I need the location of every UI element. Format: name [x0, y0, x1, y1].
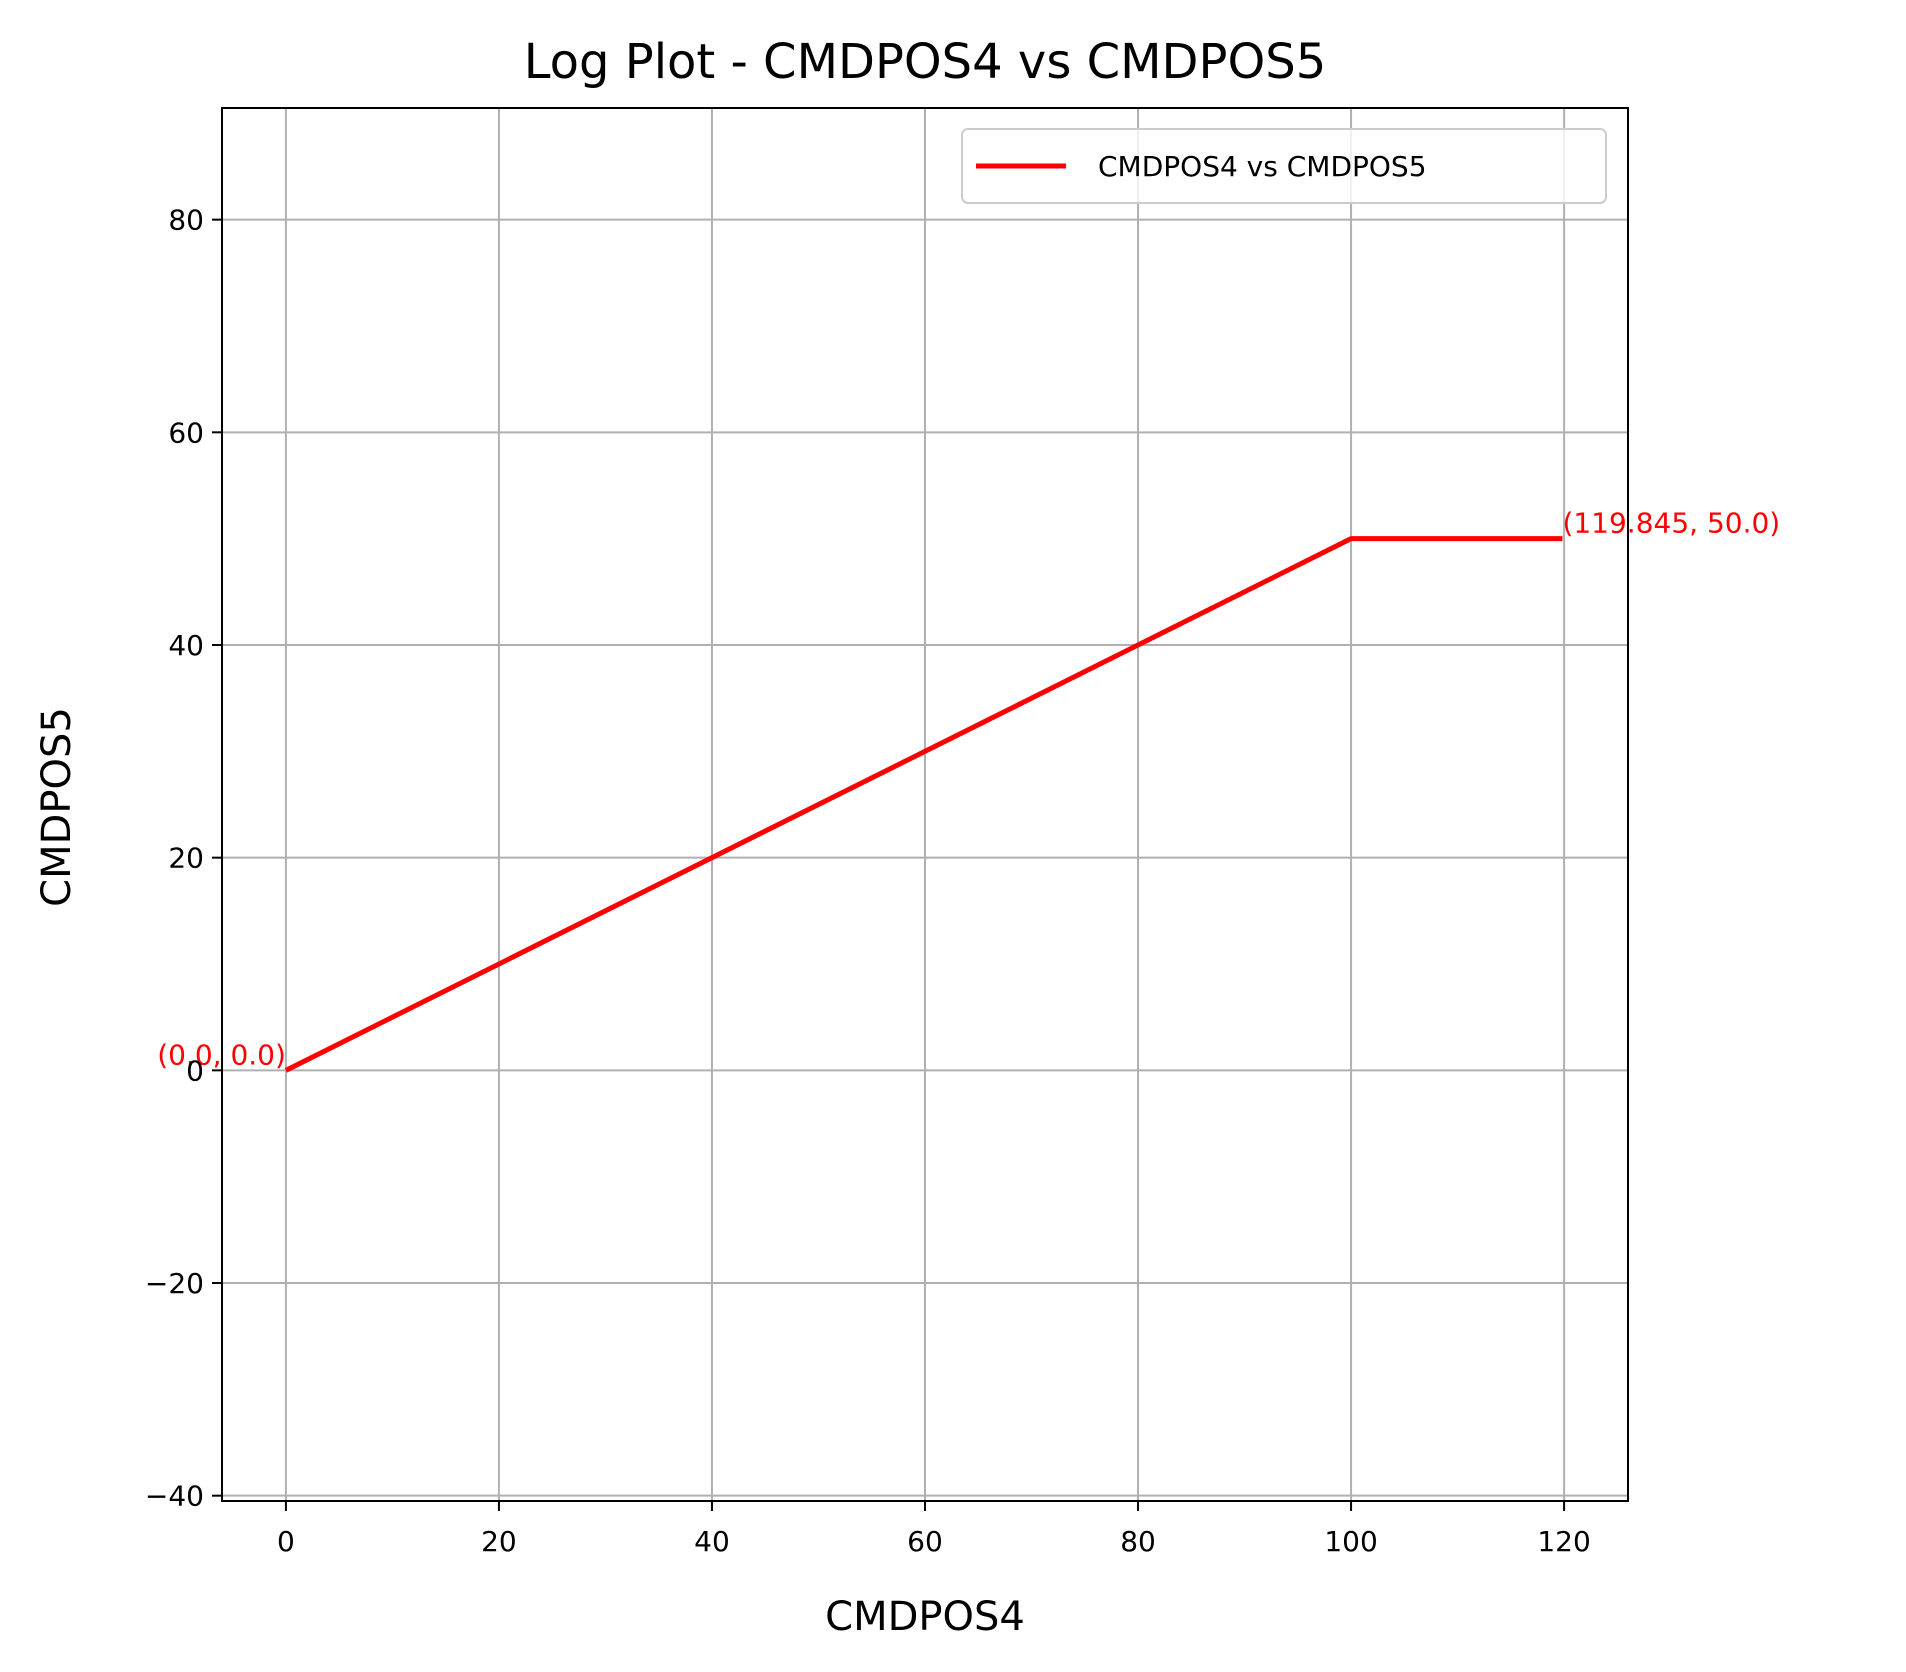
x-axis-title: CMDPOS4 — [825, 1594, 1025, 1640]
y-tick-label: 20 — [168, 842, 204, 875]
x-tick-label: 100 — [1324, 1525, 1377, 1558]
x-tick-label: 120 — [1537, 1525, 1590, 1558]
x-tick-label: 60 — [907, 1525, 943, 1558]
y-axis-title: CMDPOS5 — [34, 707, 80, 907]
x-tick-label: 0 — [277, 1525, 295, 1558]
legend-label: CMDPOS4 vs CMDPOS5 — [1098, 150, 1427, 183]
legend-box — [961, 128, 1607, 204]
y-tick-label: 0 — [186, 1054, 204, 1087]
y-tick-label: −20 — [145, 1267, 204, 1300]
legend: CMDPOS4 vs CMDPOS5 — [961, 128, 1607, 204]
series-line — [284, 536, 1563, 1073]
tick-layer: 0 20 40 60 80 100 120 −40 −20 0 20 40 60 80 — [145, 204, 1591, 1558]
y-tick-label: 80 — [168, 204, 204, 237]
annotation-layer: (0.0, 0.0)(119.845, 50.0) — [157, 507, 1780, 1072]
y-tick-label: −40 — [145, 1480, 204, 1513]
point-annotation: (119.845, 50.0) — [1562, 507, 1780, 540]
chart-title: Log Plot - CMDPOS4 vs CMDPOS5 — [524, 34, 1326, 90]
x-tick-label: 40 — [694, 1525, 730, 1558]
y-tick-label: 40 — [168, 629, 204, 662]
series-layer — [284, 536, 1563, 1073]
x-tick-label: 80 — [1120, 1525, 1156, 1558]
grid — [222, 108, 1628, 1501]
y-tick-label: 60 — [168, 416, 204, 449]
x-tick-label: 20 — [481, 1525, 517, 1558]
